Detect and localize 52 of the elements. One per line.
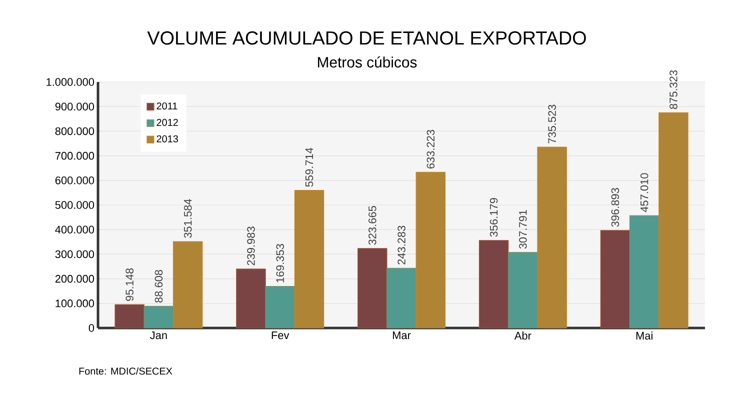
bar: [478, 240, 509, 328]
x-tick-label: Mar: [392, 332, 411, 340]
y-tick-label: 800.000: [55, 127, 94, 136]
legend-label: 2013: [156, 135, 178, 142]
data-label: 307.791: [519, 210, 527, 249]
x-tick-label: Abr: [514, 332, 532, 340]
x-tick-label: Jan: [150, 332, 167, 340]
y-tick-label: 600.000: [55, 176, 94, 184]
y-tick-label: 1.000.000: [46, 78, 94, 86]
legend-label: 2012: [156, 118, 178, 126]
bar: [144, 306, 174, 328]
bar: [508, 252, 538, 328]
data-label: 88.608: [154, 270, 163, 303]
bar: [236, 268, 266, 328]
bar: [386, 268, 416, 328]
x-tick-label: Fev: [272, 332, 290, 340]
data-label: 243.283: [398, 226, 406, 264]
data-label: 457.010: [640, 173, 648, 212]
data-label: 95.148: [126, 268, 134, 301]
legend-label: 2011: [156, 102, 178, 110]
y-tick-label: 400.000: [55, 226, 94, 234]
data-label: 356.179: [490, 198, 498, 237]
y-tick-label: 500.000: [55, 201, 94, 209]
data-label: 351.584: [184, 199, 192, 238]
data-label: 396.893: [611, 188, 620, 227]
bar: [416, 172, 446, 328]
y-tick-label: 200.000: [55, 274, 94, 283]
bar: [600, 230, 630, 328]
y-tick-label: 700.000: [55, 152, 94, 160]
y-tick-label: 900.000: [55, 102, 94, 110]
data-label: 559.714: [305, 148, 314, 187]
bar: [294, 190, 324, 328]
data-label: 239.983: [247, 226, 255, 266]
data-label: 633.223: [426, 130, 435, 168]
chart-subtitle: Metros cúbicos: [318, 56, 417, 68]
bar: [358, 248, 388, 328]
data-label: 735.523: [548, 104, 556, 144]
bar: [537, 146, 567, 328]
data-label: 169.353: [276, 244, 284, 282]
y-tick-label: 0: [88, 324, 94, 332]
x-tick-label: Mai: [636, 332, 652, 340]
bar: [658, 112, 688, 328]
data-label: 323.665: [368, 206, 376, 245]
source-note: Fonte: MDIC/SECEX: [79, 367, 172, 375]
bar: [265, 286, 295, 328]
bar: [629, 215, 660, 328]
y-tick-label: 300.000: [55, 250, 94, 258]
bar: [114, 304, 144, 328]
data-label: 875.323: [670, 70, 678, 110]
chart-title: VOLUME ACUMULADO DE ETANOL EXPORTADO: [147, 31, 586, 45]
bar: [172, 241, 203, 328]
y-tick-label: 100.000: [56, 300, 94, 308]
